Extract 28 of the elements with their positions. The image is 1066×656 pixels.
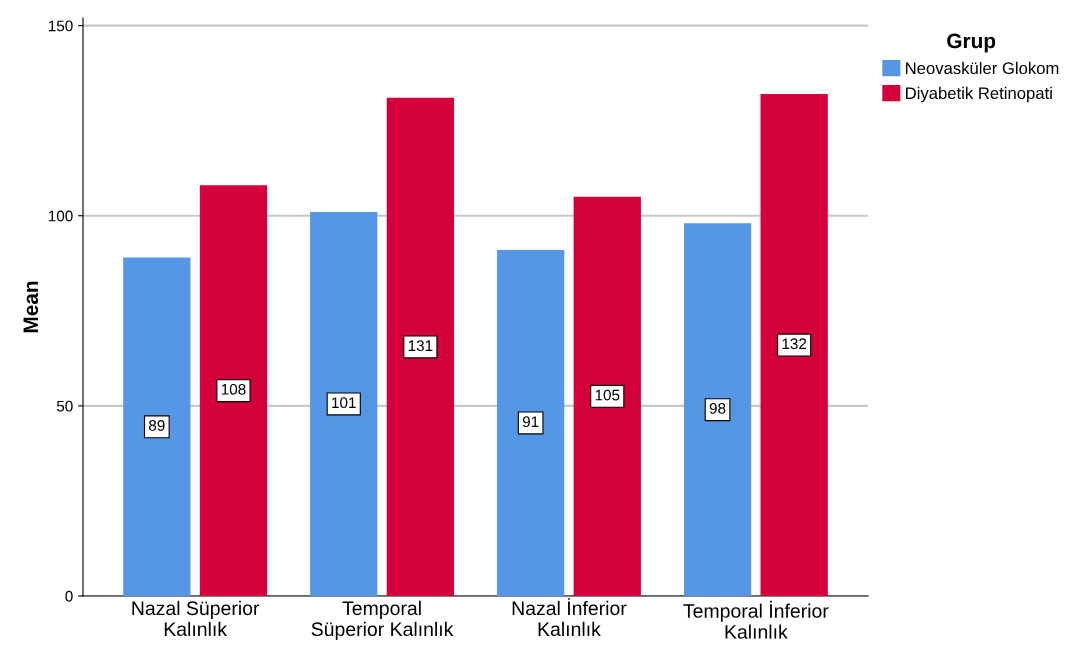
x-tick-label: Temporal İnferior Kalınlık [683, 600, 829, 639]
data-label: 131 [408, 340, 433, 352]
data-label: 132 [782, 338, 807, 350]
data-label: 98 [709, 402, 726, 414]
y-tick-label: 100 [48, 210, 73, 222]
x-tick-label: Nazal Süperior Kalınlık [132, 600, 260, 637]
bar [310, 211, 378, 596]
bar [386, 97, 455, 596]
x-tick-label: Nazal İnferior Kalınlık [512, 598, 627, 637]
bar [760, 94, 828, 596]
legend-title: Grup [947, 33, 996, 53]
bar [199, 185, 268, 596]
data-label: 91 [522, 416, 539, 428]
bar [683, 223, 752, 596]
x-tick-label: Temporal Süperior Kalınlık [311, 600, 454, 640]
data-label: 105 [595, 389, 620, 401]
data-label: 108 [221, 383, 246, 395]
legend-label: Diyabetik Retinopati [906, 86, 1052, 103]
y-tick-label: 0 [65, 590, 73, 602]
data-label: 89 [149, 420, 165, 431]
y-tick-label: 50 [56, 400, 73, 412]
y-tick-label: 150 [48, 20, 73, 32]
data-label: 101 [332, 397, 356, 409]
bar [496, 249, 565, 596]
bar [573, 196, 641, 596]
legend-label: Neovasküler Glokom [906, 61, 1059, 75]
y-axis-title: Mean [23, 281, 39, 333]
bar [123, 257, 191, 596]
